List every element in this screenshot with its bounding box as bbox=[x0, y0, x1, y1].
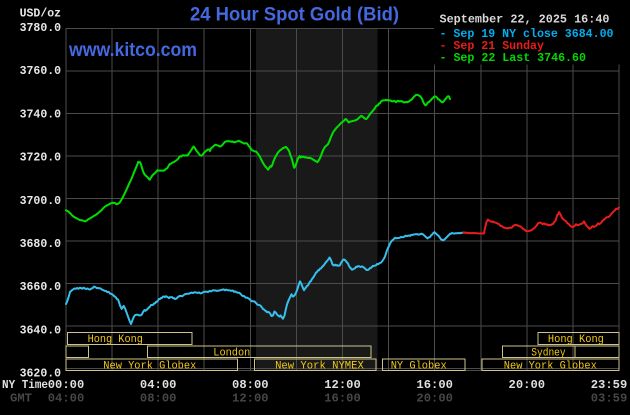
svg-text:GMT: GMT bbox=[10, 392, 32, 406]
svg-text:3700.0: 3700.0 bbox=[20, 195, 62, 208]
svg-text:3660.0: 3660.0 bbox=[20, 281, 62, 294]
svg-text:NY Time: NY Time bbox=[2, 378, 48, 392]
svg-text:3620.0: 3620.0 bbox=[20, 368, 62, 381]
svg-text:16:00: 16:00 bbox=[416, 378, 453, 392]
svg-text:23:59: 23:59 bbox=[591, 378, 628, 392]
svg-text:New York Globex: New York Globex bbox=[504, 360, 597, 372]
svg-text:3720.0: 3720.0 bbox=[20, 152, 62, 165]
svg-text:03:59: 03:59 bbox=[591, 392, 628, 406]
svg-text:September 22, 2025 16:40: September 22, 2025 16:40 bbox=[440, 12, 610, 26]
svg-text:New York NYMEX: New York NYMEX bbox=[275, 360, 364, 372]
svg-text:08:00: 08:00 bbox=[140, 392, 177, 406]
svg-text:- Sep 19 NY close 3684.00: - Sep 19 NY close 3684.00 bbox=[440, 28, 614, 41]
svg-text:London: London bbox=[213, 348, 250, 360]
svg-text:New York Globex: New York Globex bbox=[103, 360, 196, 372]
svg-text:3740.0: 3740.0 bbox=[20, 108, 62, 121]
svg-text:20:00: 20:00 bbox=[416, 392, 453, 406]
svg-text:3780.0: 3780.0 bbox=[20, 22, 62, 35]
svg-text:24 Hour Spot Gold (Bid): 24 Hour Spot Gold (Bid) bbox=[190, 4, 399, 25]
svg-text:12:00: 12:00 bbox=[324, 378, 361, 392]
svg-text:3760.0: 3760.0 bbox=[20, 65, 62, 78]
svg-text:Hong Kong: Hong Kong bbox=[88, 334, 143, 346]
svg-text:3680.0: 3680.0 bbox=[20, 238, 62, 251]
svg-text:USD/oz: USD/oz bbox=[20, 8, 62, 21]
svg-text:Sydney: Sydney bbox=[531, 348, 566, 360]
svg-text:- Sep 22 Last 3746.60: - Sep 22 Last 3746.60 bbox=[440, 52, 587, 65]
svg-text:00:00: 00:00 bbox=[48, 378, 85, 392]
svg-text:NY Globex: NY Globex bbox=[391, 360, 447, 372]
svg-text:www.kitco.com: www.kitco.com bbox=[68, 40, 197, 61]
svg-text:12:00: 12:00 bbox=[232, 392, 269, 406]
svg-text:20:00: 20:00 bbox=[509, 378, 546, 392]
svg-text:- Sep 21 Sunday: - Sep 21 Sunday bbox=[440, 40, 545, 53]
svg-text:Hong Kong: Hong Kong bbox=[548, 334, 604, 346]
svg-text:04:00: 04:00 bbox=[140, 378, 177, 392]
svg-text:08:00: 08:00 bbox=[232, 378, 269, 392]
svg-text:3640.0: 3640.0 bbox=[20, 324, 62, 337]
svg-text:16:00: 16:00 bbox=[324, 392, 361, 406]
svg-text:04:00: 04:00 bbox=[48, 392, 85, 406]
